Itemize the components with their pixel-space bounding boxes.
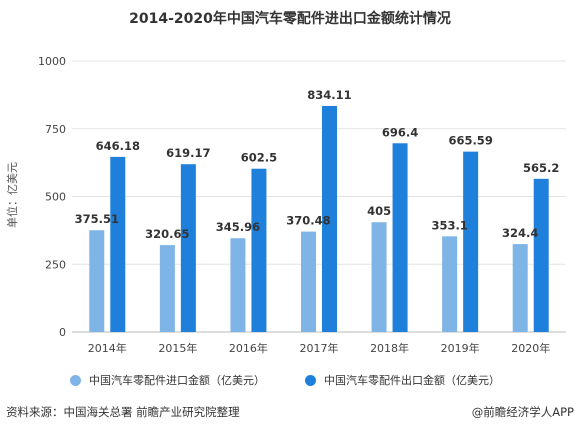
export-data-label: 619.17 xyxy=(166,146,210,160)
export-bar xyxy=(392,143,408,332)
export-data-label: 834.11 xyxy=(307,88,351,102)
x-tick-label: 2020年 xyxy=(511,341,550,355)
x-tick-label: 2017年 xyxy=(300,341,339,355)
bars xyxy=(89,105,549,332)
import-data-label: 375.51 xyxy=(75,212,119,226)
x-tick-label: 2018年 xyxy=(370,341,409,355)
export-bar xyxy=(322,105,337,332)
export-data-label: 565.2 xyxy=(523,161,559,175)
y-tick-label: 750 xyxy=(45,123,66,136)
import-bar xyxy=(442,236,458,332)
import-bar xyxy=(371,222,387,332)
y-tick-label: 0 xyxy=(59,326,66,339)
export-data-label: 665.59 xyxy=(448,134,492,148)
x-tick-label: 2019年 xyxy=(441,341,480,355)
import-data-label: 324.4 xyxy=(502,226,538,240)
import-data-label: 370.48 xyxy=(286,214,330,228)
y-tick-label: 500 xyxy=(45,191,66,204)
legend-label-import: 中国汽车零配件进口金额（亿美元） xyxy=(89,374,265,387)
import-data-label: 353.1 xyxy=(431,218,467,232)
source-note: 资料来源：中国海关总署 前瞻产业研究院整理 xyxy=(6,405,240,419)
import-legend-marker xyxy=(70,374,81,386)
footer: 资料来源：中国海关总署 前瞻产业研究院整理 @前瞻经济学人APP xyxy=(0,404,580,426)
chart-title: 2014-2020年中国汽车零配件进出口金额统计情况 xyxy=(129,11,451,27)
export-data-label: 696.4 xyxy=(382,125,418,139)
import-bar xyxy=(301,231,316,332)
import-data-label: 320.65 xyxy=(145,227,189,241)
export-data-label: 646.18 xyxy=(96,139,140,153)
import-data-label: 405 xyxy=(367,204,391,218)
import-data-label: 345.96 xyxy=(216,220,260,234)
export-bar xyxy=(251,168,267,332)
y-tick-label: 250 xyxy=(45,258,66,271)
x-tick-label: 2015年 xyxy=(158,341,197,355)
data-labels: 375.51 646.18 320.65 619.17 345.96 602.5 370.4… xyxy=(75,88,560,241)
legend-item-import: 中国汽车零配件进口金额（亿美元） xyxy=(70,372,265,388)
legend-item-export: 中国汽车零配件出口金额（亿美元） xyxy=(305,372,500,388)
export-bar xyxy=(533,178,549,332)
export-bar xyxy=(463,151,479,332)
x-tick-label: 2016年 xyxy=(229,341,268,355)
gridlines xyxy=(72,60,566,333)
y-axis-label: 单位：亿美元 xyxy=(5,162,19,228)
legend: 中国汽车零配件进口金额（亿美元） 中国汽车零配件出口金额（亿美元） xyxy=(0,372,580,392)
x-axis-ticks: 2014年 2015年 2016年 2017年 2018年 2019年 2020年 xyxy=(88,341,550,355)
import-bar xyxy=(159,245,175,332)
export-data-label: 602.5 xyxy=(241,151,277,165)
import-bar xyxy=(89,230,105,332)
import-bar xyxy=(230,238,246,332)
import-bar xyxy=(512,244,528,332)
export-bar xyxy=(180,164,196,332)
y-tick-label: 1000 xyxy=(38,55,66,68)
y-axis-ticks: 0 250 500 750 1000 xyxy=(38,55,66,339)
legend-label-export: 中国汽车零配件出口金额（亿美元） xyxy=(324,374,500,387)
export-legend-marker xyxy=(305,374,316,386)
brand-credit: @前瞻经济学人APP xyxy=(471,405,574,419)
export-bar xyxy=(110,156,126,332)
x-tick-label: 2014年 xyxy=(88,341,127,355)
